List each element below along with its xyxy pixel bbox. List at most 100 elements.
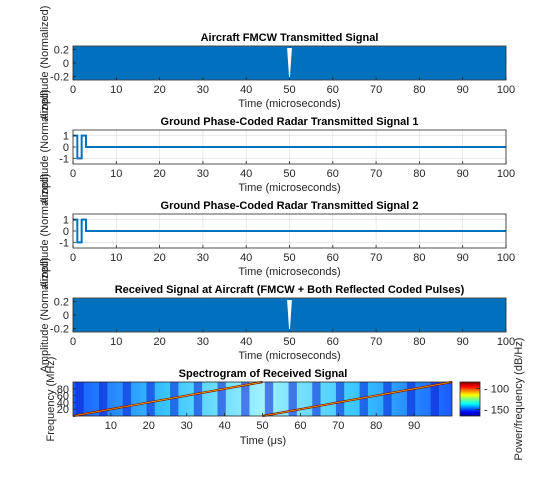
colorbar (460, 382, 480, 416)
colorbar-tick-label: - 100 (484, 383, 509, 395)
series-line (73, 134, 506, 160)
x-tick-label: 50 (256, 420, 268, 432)
panel-3-x-ticks: 0 10 20 30 40 50 60 70 80 90 100 (70, 245, 515, 264)
panel-3: Ground Phase-Coded Radar Transmitted Sig… (39, 174, 515, 289)
spectrogram-chirps (72, 380, 453, 418)
x-tick-label: 50 (283, 168, 295, 180)
spectrogram-stripe (241, 382, 250, 416)
spectrogram-stripe (312, 382, 321, 416)
x-tick-label: 80 (413, 84, 425, 96)
x-tick-label: 60 (327, 168, 339, 180)
x-tick-label: 30 (197, 168, 209, 180)
panel-4-y-label: Amplitude (Normalized) (39, 258, 51, 373)
spectrogram-stripe (406, 382, 416, 416)
spectrogram-stripe (99, 382, 108, 416)
y-tick-label: 0 (63, 142, 69, 154)
y-tick-label: 0 (63, 58, 69, 70)
y-tick-label: -1 (59, 237, 69, 249)
panel-4-x-ticks: 0 10 20 30 40 50 60 70 80 90 100 (70, 329, 515, 348)
panel-1-plot (72, 46, 507, 80)
x-tick-label: 10 (110, 336, 122, 348)
x-tick-label: 30 (197, 84, 209, 96)
x-tick-label: 50 (283, 336, 295, 348)
x-tick-label: 70 (370, 168, 382, 180)
y-tick-label: 1 (63, 215, 69, 227)
y-tick-label: 0.2 (54, 296, 69, 308)
panel-4-x-label: Time (microseconds) (238, 350, 340, 362)
x-tick-label: 100 (497, 336, 515, 348)
spectrogram-stripe (288, 382, 297, 416)
chirp-highlight (72, 381, 263, 417)
x-tick-label: 80 (370, 420, 382, 432)
x-tick-label: 60 (294, 420, 306, 432)
spectrogram-stripe (146, 382, 155, 416)
x-tick-label: 20 (153, 84, 165, 96)
x-tick-label: 40 (240, 252, 252, 264)
spectrogram-stripe (122, 382, 132, 416)
x-tick-label: 70 (370, 84, 382, 96)
x-tick-label: 100 (497, 168, 515, 180)
x-tick-label: 30 (197, 336, 209, 348)
panel-2-plot (73, 134, 506, 160)
panel-5-x-ticks: 10 20 30 40 50 60 70 80 90 (105, 413, 420, 432)
panel-5-x-label: Time (μs) (240, 435, 286, 447)
x-tick-label: 70 (370, 336, 382, 348)
x-tick-label: 70 (370, 252, 382, 264)
panel-2-y-label: Amplitude (Normalized) (39, 90, 51, 205)
panel-2: Ground Phase-Coded Radar Transmitted Sig… (39, 90, 515, 205)
x-tick-label: 60 (327, 252, 339, 264)
x-tick-label: 50 (283, 84, 295, 96)
spectrogram-stripe (217, 382, 226, 416)
panel-1-y-label: Amplitude (Normalized) (39, 6, 51, 121)
x-tick-label: 10 (110, 168, 122, 180)
panel-2-y-ticks: -101 (59, 131, 76, 165)
x-tick-label: 100 (497, 252, 515, 264)
y-tick-label: -1 (59, 153, 69, 165)
x-tick-label: 20 (153, 168, 165, 180)
y-tick-label: 0 (63, 310, 69, 322)
y-tick-label: 0 (63, 226, 69, 238)
x-tick-label: 0 (70, 336, 76, 348)
x-tick-label: 90 (408, 420, 420, 432)
spectrogram-stripe (335, 382, 345, 416)
x-tick-label: 30 (197, 252, 209, 264)
y-tick-label: 60 (57, 391, 69, 403)
x-tick-label: 40 (240, 168, 252, 180)
spectrogram-stripe (75, 382, 84, 416)
colorbar-tick-label: - 150 (484, 405, 509, 417)
panel-3-plot (73, 218, 506, 244)
panel-3-y-ticks: -101 (59, 215, 76, 249)
x-tick-label: 10 (110, 252, 122, 264)
x-tick-label: 30 (181, 420, 193, 432)
x-tick-label: 60 (327, 84, 339, 96)
x-tick-label: 20 (153, 252, 165, 264)
x-tick-label: 80 (413, 336, 425, 348)
x-tick-label: 20 (143, 420, 155, 432)
x-tick-label: 50 (283, 252, 295, 264)
colorbar-label: Power/frequency (dB/Hz) (513, 338, 525, 461)
panel-4-title: Received Signal at Aircraft (FMCW + Both… (115, 284, 465, 296)
panel-2-x-label: Time (microseconds) (238, 182, 340, 194)
panel-2-x-ticks: 0 10 20 30 40 50 60 70 80 90 100 (70, 161, 515, 180)
spectrogram-stripe (359, 382, 368, 416)
x-tick-label: 80 (413, 168, 425, 180)
panel-2-title: Ground Phase-Coded Radar Transmitted Sig… (161, 116, 419, 128)
x-tick-label: 80 (413, 252, 425, 264)
x-tick-label: 10 (105, 420, 117, 432)
x-tick-label: 10 (110, 84, 122, 96)
x-tick-label: 60 (327, 336, 339, 348)
colorbar-box (459, 381, 481, 417)
panel-4-y-ticks: -0.2 0 0.2 (50, 296, 76, 336)
spectrogram-stripe (193, 382, 203, 416)
x-tick-label: 20 (153, 336, 165, 348)
y-tick-label: 0.2 (54, 44, 69, 56)
spectrogram-stripe (430, 382, 439, 416)
panel-1-y-ticks: -0.2 0 0.2 (50, 44, 76, 84)
panel-5-title: Spectrogram of Received Signal (179, 368, 348, 380)
x-tick-label: 90 (457, 252, 469, 264)
panel-3-y-label: Amplitude (Normalized) (39, 174, 51, 289)
panel-3-x-label: Time (microseconds) (238, 266, 340, 278)
panel-4: Received Signal at Aircraft (FMCW + Both… (39, 258, 515, 373)
colorbar-ticks: - 100 - 150 (476, 383, 509, 417)
